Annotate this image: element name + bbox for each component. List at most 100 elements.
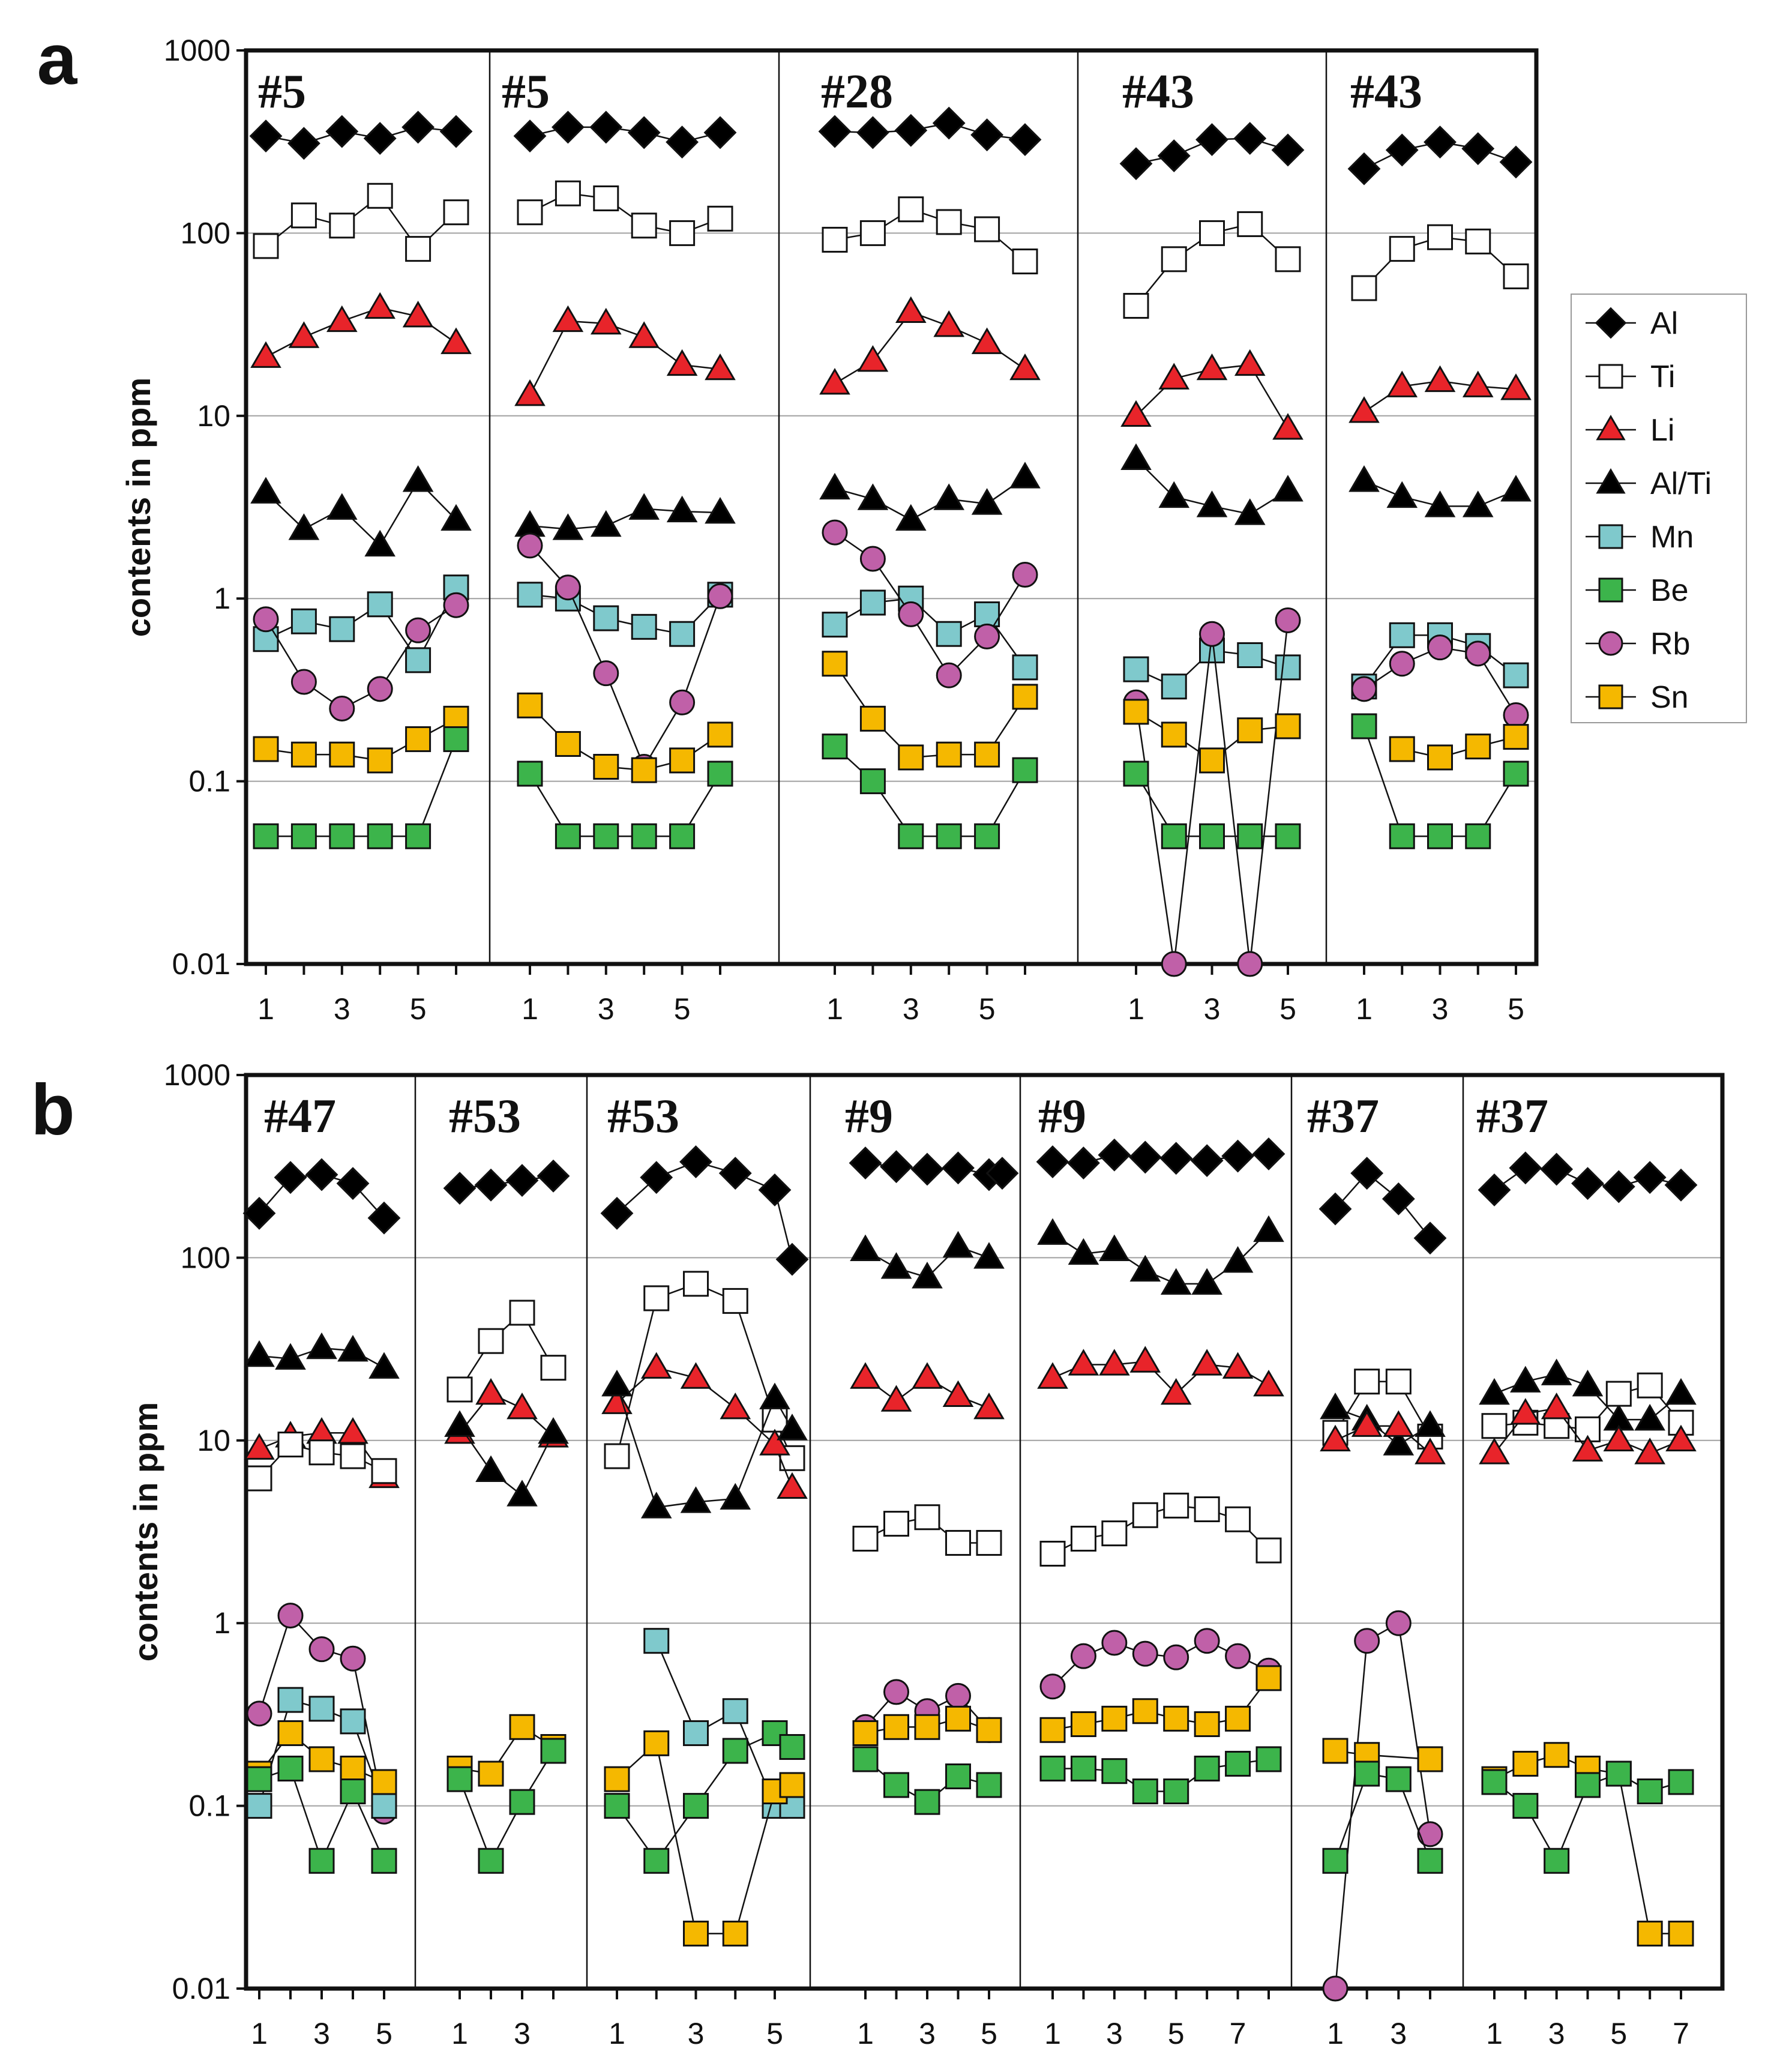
x-tick-label: 3 <box>1390 2017 1407 2050</box>
point-sn <box>509 1714 535 1740</box>
point-li <box>759 1429 790 1456</box>
point-be <box>1417 1848 1443 1874</box>
point-be <box>1039 1755 1066 1781</box>
point-li <box>1462 370 1494 397</box>
point-li <box>666 349 698 376</box>
point-li <box>337 1417 368 1444</box>
legend-item: Li <box>1586 413 1674 448</box>
point-be <box>859 768 886 795</box>
point-al-ti <box>640 1492 672 1519</box>
legend-label: Al/Ti <box>1650 466 1712 501</box>
panel-letter: b <box>31 1070 74 1150</box>
point-ti <box>246 1465 272 1492</box>
point-be <box>1275 823 1301 849</box>
point-ti <box>683 1271 709 1297</box>
point-ti <box>1481 1413 1508 1439</box>
point-be <box>1194 1755 1220 1781</box>
y-tick-label: 0.01 <box>172 947 230 981</box>
point-ti <box>555 180 581 206</box>
point-be <box>669 823 696 849</box>
point-li <box>1120 400 1152 427</box>
legend-marker <box>1596 468 1626 494</box>
point-al <box>666 125 699 159</box>
point-be <box>1322 1848 1349 1874</box>
point-sn <box>290 741 317 768</box>
point-li <box>720 1393 751 1420</box>
point-al <box>1571 1167 1604 1200</box>
point-rb <box>1039 1673 1066 1700</box>
point-li <box>1320 1424 1351 1452</box>
point-sn <box>1417 1746 1443 1772</box>
point-sn <box>722 1920 748 1947</box>
point-rb <box>1225 1643 1251 1669</box>
point-al-ti <box>402 465 434 492</box>
series-line-al-ti <box>459 1425 555 1497</box>
point-ti <box>290 202 317 229</box>
x-tick-label: 1 <box>1356 992 1373 1026</box>
point-rb <box>277 1603 304 1629</box>
point-ti <box>1101 1520 1128 1547</box>
point-ti <box>329 212 355 239</box>
point-li <box>1009 353 1041 381</box>
point-mn <box>517 582 543 608</box>
point-rb <box>246 1700 272 1727</box>
point-rb <box>898 601 924 627</box>
point-al <box>1385 133 1419 167</box>
point-al <box>1633 1161 1667 1194</box>
point-rb <box>329 695 355 721</box>
point-sn <box>1322 1738 1349 1764</box>
point-li <box>1099 1349 1130 1376</box>
point-al-ti <box>1009 462 1041 489</box>
point-al <box>985 1157 1019 1190</box>
point-ti <box>883 1511 909 1537</box>
point-sn <box>669 747 696 774</box>
point-sn <box>1275 713 1301 739</box>
point-ti <box>1465 228 1491 254</box>
x-tick-label: 1 <box>1327 2017 1344 2050</box>
point-al <box>1036 1145 1069 1178</box>
x-tick-label: 5 <box>376 2017 392 2050</box>
point-ti <box>859 220 886 246</box>
point-sn <box>1039 1717 1066 1743</box>
point-be <box>1012 757 1038 783</box>
point-ti <box>1354 1369 1380 1395</box>
point-li <box>912 1362 943 1389</box>
point-be <box>1427 823 1453 849</box>
point-ti <box>593 185 619 211</box>
point-li <box>1196 353 1228 381</box>
point-li <box>1634 1438 1665 1465</box>
point-al <box>1478 1173 1511 1206</box>
point-ti <box>517 199 543 226</box>
point-al-ti <box>971 488 1003 515</box>
point-ti <box>1123 293 1149 319</box>
point-mn <box>936 621 962 647</box>
point-be <box>974 823 1000 849</box>
point-li <box>402 301 434 328</box>
point-sn <box>822 651 848 677</box>
sample-group: #28 1 3 5 <box>818 65 1042 1026</box>
point-li <box>1272 413 1303 440</box>
series-line-sn <box>459 1726 554 1775</box>
point-al <box>1252 1137 1285 1170</box>
point-al-ti <box>1068 1238 1099 1265</box>
panel-letter: a <box>37 19 78 100</box>
point-ti <box>852 1525 879 1552</box>
series-line-li <box>529 320 721 396</box>
point-al-ti <box>1158 481 1190 508</box>
point-al-ti <box>1572 1369 1604 1397</box>
point-be <box>443 726 469 752</box>
point-be <box>883 1772 909 1798</box>
point-al-ti <box>1191 1268 1222 1295</box>
point-ti <box>1351 275 1377 301</box>
point-mn <box>329 616 355 642</box>
point-al <box>1008 123 1042 157</box>
point-li <box>440 327 472 354</box>
point-sn <box>1668 1920 1694 1947</box>
sample-group: #9 1 3 5 <box>845 1090 1019 2050</box>
legend-item: Al/Ti <box>1586 466 1712 501</box>
point-al <box>1221 1139 1254 1173</box>
point-be <box>945 1763 971 1789</box>
point-ti <box>509 1300 535 1326</box>
